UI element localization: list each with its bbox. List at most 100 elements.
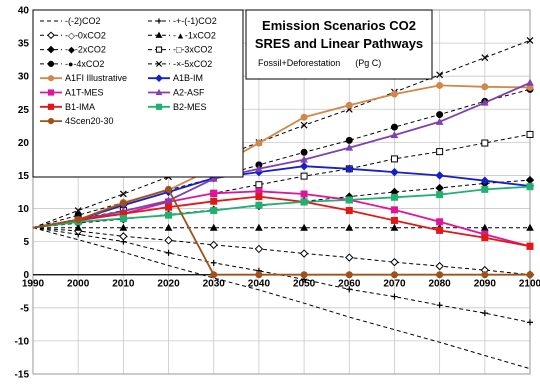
- y-tick-label: 5: [23, 237, 29, 248]
- legend-label: 4Scen20-30: [65, 116, 114, 126]
- data-point: [435, 171, 444, 180]
- data-point: [526, 130, 534, 138]
- data-point: [164, 223, 173, 231]
- data-point: [436, 71, 444, 79]
- data-point: [436, 226, 444, 234]
- series-path: [32, 195, 531, 248]
- data-point: [209, 223, 218, 231]
- series-line: [32, 185, 534, 279]
- data-point: [481, 139, 489, 147]
- chart-subtitle: Fossil+Deforestation (Pg C): [258, 58, 381, 68]
- x-tick-label: 2030: [203, 279, 226, 290]
- legend-item: -●-4xCO2: [40, 59, 104, 69]
- data-point: [481, 310, 488, 317]
- data-point: [155, 103, 163, 110]
- data-point: [47, 103, 55, 110]
- data-point: [390, 257, 399, 267]
- data-point: [210, 197, 218, 205]
- legend-label: -◆-2xCO2: [65, 45, 106, 55]
- legend-item: B1-IMA: [40, 102, 95, 112]
- data-point: [47, 75, 55, 82]
- legend-label: -(-2)CO2: [65, 16, 101, 26]
- data-point: [480, 98, 489, 106]
- data-point: [436, 191, 444, 199]
- data-point: [165, 203, 173, 211]
- legend-item: -◆-2xCO2: [40, 45, 106, 55]
- data-point: [436, 271, 444, 279]
- x-tick-label: 2010: [112, 279, 135, 290]
- data-point: [119, 223, 128, 231]
- data-point: [526, 271, 534, 279]
- data-point: [164, 236, 173, 245]
- data-point: [435, 261, 444, 271]
- legend-item: -×-5xCO2: [148, 59, 212, 69]
- data-point: [255, 164, 263, 172]
- data-point: [255, 271, 263, 279]
- y-tick-label: 0: [23, 270, 29, 281]
- x-tick-label: 2060: [338, 279, 361, 290]
- data-point: [526, 78, 534, 86]
- data-point: [119, 232, 128, 241]
- legend-label: A1B-IM: [173, 73, 203, 83]
- legend-item: -+-(-1)CO2: [148, 16, 217, 26]
- data-point: [481, 185, 489, 193]
- legend-item: A1B-IM: [148, 73, 203, 83]
- data-point: [390, 167, 399, 177]
- data-point: [436, 302, 443, 309]
- data-point: [436, 81, 444, 89]
- x-tick-label: 2050: [293, 279, 316, 290]
- data-point: [390, 206, 398, 214]
- data-point: [155, 88, 163, 96]
- data-point: [47, 60, 55, 68]
- data-point: [155, 31, 163, 38]
- legend-label: B2-MES: [173, 102, 207, 112]
- y-tick-label: 35: [18, 39, 30, 50]
- data-point: [209, 174, 218, 182]
- data-point: [390, 216, 398, 224]
- data-point: [254, 244, 264, 254]
- data-point: [165, 211, 173, 219]
- legend-item: -(-2)CO2: [40, 16, 101, 26]
- legend-item: A1T-MES: [40, 88, 104, 98]
- chart-title-line2: SRES and Linear Pathways: [255, 36, 423, 51]
- data-point: [209, 240, 218, 250]
- data-point: [299, 249, 309, 258]
- data-point: [526, 223, 534, 231]
- y-tick-label: 25: [18, 105, 30, 116]
- legend-label: A2-ASF: [173, 88, 205, 98]
- data-point: [346, 286, 353, 293]
- data-point: [47, 118, 55, 125]
- legend-item: A1FI Illustrative: [40, 73, 127, 83]
- data-point: [155, 60, 163, 67]
- data-point: [390, 123, 398, 131]
- data-point: [119, 199, 127, 207]
- x-tick-label: 2000: [67, 279, 90, 290]
- data-point: [390, 271, 398, 279]
- data-point: [345, 207, 353, 215]
- x-tick-label: 2080: [429, 279, 452, 290]
- data-point: [255, 193, 263, 201]
- data-point: [300, 190, 308, 198]
- data-point: [480, 176, 490, 185]
- data-point: [345, 143, 354, 151]
- data-point: [391, 293, 398, 300]
- data-point: [155, 74, 163, 83]
- data-point: [119, 214, 127, 222]
- series-path: [32, 185, 531, 229]
- data-point: [481, 54, 489, 62]
- legend-label: -◇-0xCO2: [65, 30, 106, 40]
- legend-label: A1T-MES: [65, 88, 104, 98]
- y-tick-label: 20: [18, 138, 30, 149]
- data-point: [255, 223, 263, 231]
- legend-label: -×-5xCO2: [173, 59, 212, 69]
- data-point: [345, 101, 353, 109]
- data-point: [480, 223, 489, 231]
- data-point: [390, 90, 398, 98]
- data-point: [390, 193, 398, 201]
- data-point: [47, 89, 55, 96]
- data-point: [255, 139, 263, 147]
- data-point: [345, 223, 354, 231]
- data-point: [300, 271, 308, 279]
